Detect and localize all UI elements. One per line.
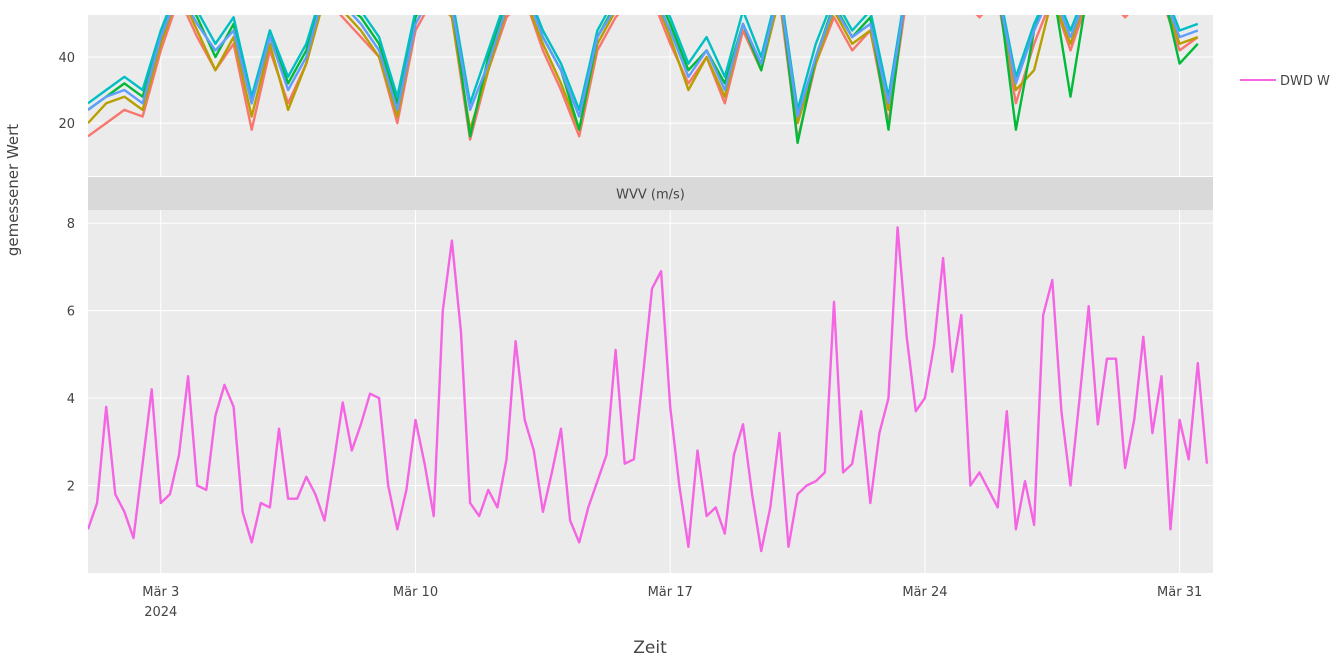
legend-label: DWD W bbox=[1280, 74, 1330, 89]
y-tick-label: 40 bbox=[58, 51, 75, 66]
y-tick-label: 8 bbox=[67, 217, 75, 232]
series-line bbox=[88, 15, 1199, 112]
x-tick-label: Mär 31 bbox=[1157, 585, 1202, 600]
strip-label: WVV (m/s) bbox=[616, 188, 685, 203]
series-line bbox=[88, 226, 1209, 553]
plot-area bbox=[88, 226, 1209, 553]
x-tick-year: 2024 bbox=[144, 605, 177, 620]
x-tick-label: Mär 24 bbox=[902, 585, 947, 600]
y-tick-label: 20 bbox=[58, 117, 75, 132]
y-tick-label: 4 bbox=[67, 392, 75, 407]
x-tick-label: Mär 3 bbox=[142, 585, 179, 600]
x-tick-label: Mär 17 bbox=[648, 585, 693, 600]
x-tick-label: Mär 10 bbox=[393, 585, 438, 600]
y-tick-label: 6 bbox=[67, 305, 75, 320]
y-axis-label: gemessener Wert bbox=[4, 124, 22, 256]
x-axis-label: Zeit bbox=[633, 638, 667, 656]
plot-area bbox=[88, 15, 1199, 145]
strip-background bbox=[88, 177, 1213, 210]
y-tick-label: 2 bbox=[67, 480, 75, 495]
panel-background bbox=[88, 210, 1213, 573]
series-line bbox=[88, 15, 1199, 118]
